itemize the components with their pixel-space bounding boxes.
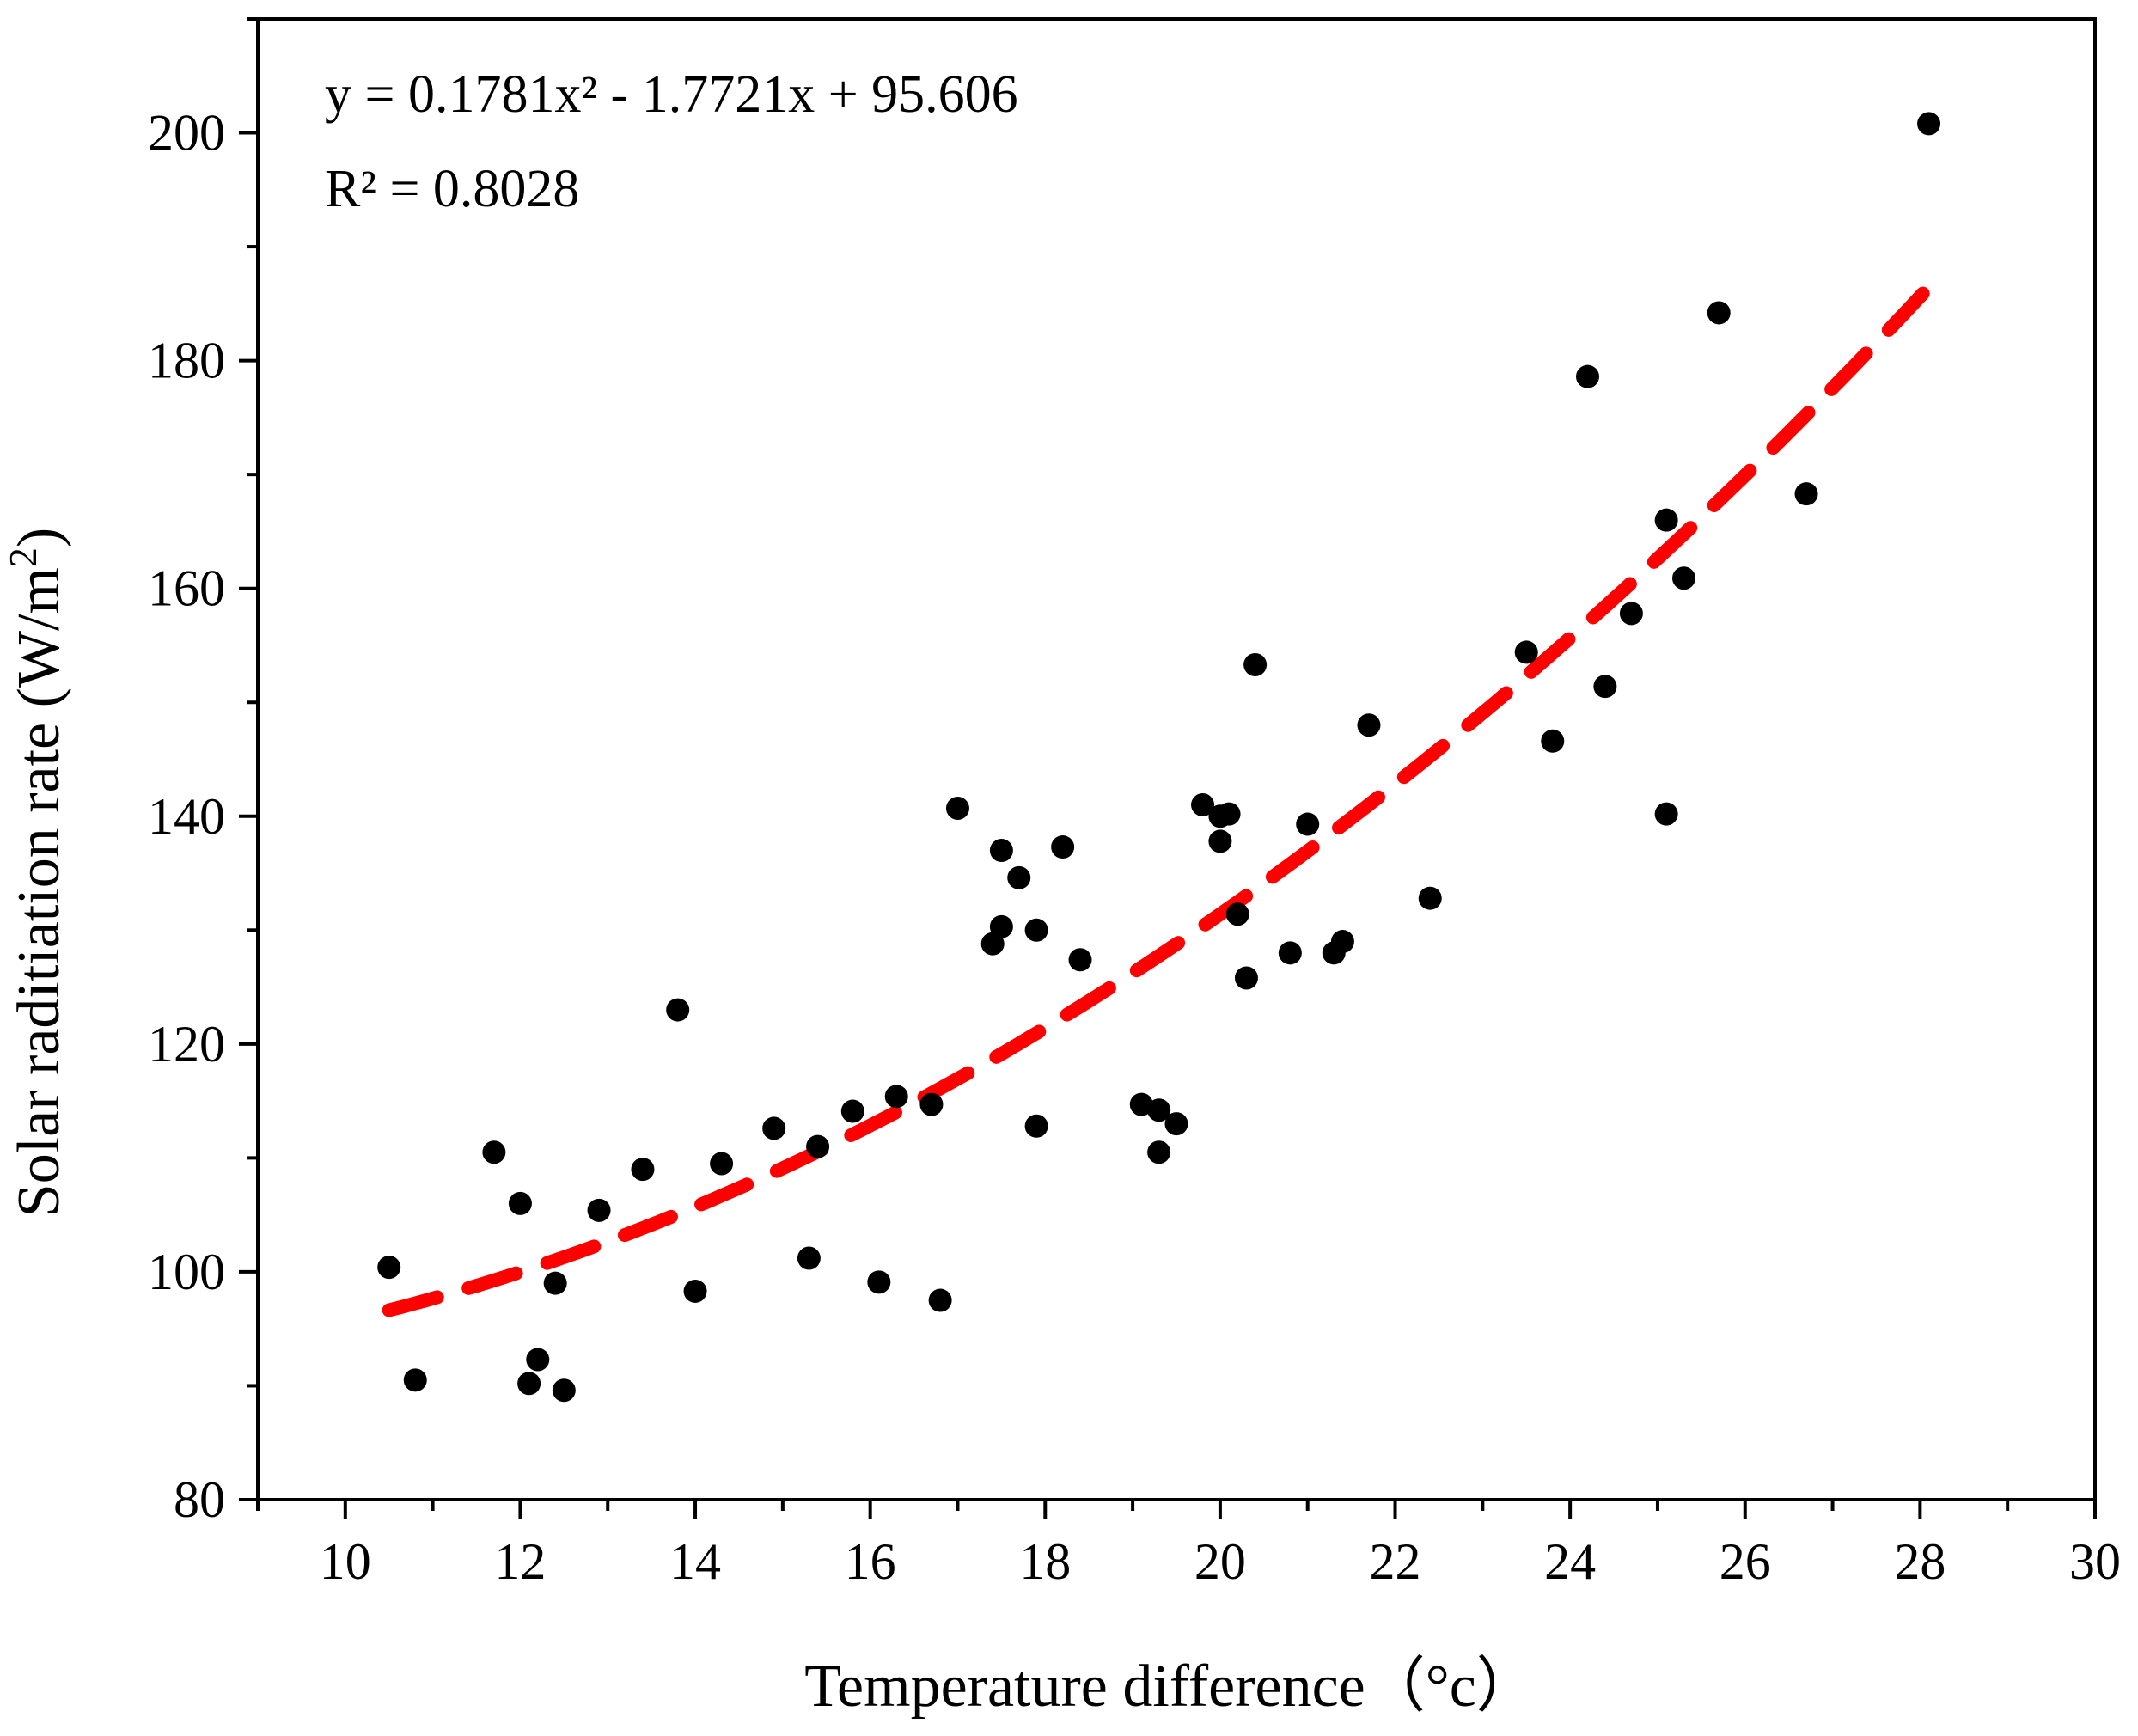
data-point	[1024, 1114, 1048, 1138]
x-axis-title: Temperature difference（°c）	[804, 1653, 1536, 1720]
data-point	[1296, 812, 1320, 836]
data-point	[666, 998, 690, 1022]
data-point	[762, 1116, 786, 1140]
data-point	[1225, 902, 1249, 926]
y-axis-title-superscript: 2	[1, 547, 45, 567]
y-tick-label: 80	[174, 1471, 225, 1528]
x-tick-label: 30	[2069, 1533, 2121, 1590]
data-point	[1330, 930, 1354, 954]
x-tick-label: 16	[845, 1533, 896, 1590]
data-point	[1654, 802, 1678, 826]
y-tick-label: 180	[148, 333, 225, 389]
y-axis-title: Solar raditiation rate (W/m2)	[1, 528, 72, 1217]
data-point	[508, 1191, 532, 1215]
data-point	[884, 1085, 908, 1109]
r-squared-annotation: R² = 0.8028	[325, 160, 579, 218]
x-tick-label: 18	[1019, 1533, 1071, 1590]
data-point	[1357, 713, 1381, 737]
data-point	[840, 1099, 864, 1123]
data-point	[1541, 729, 1565, 753]
y-axis-title-main: Solar raditiation rate (W/m	[6, 567, 72, 1217]
equation-annotation: y = 0.1781x² - 1.7721x + 95.606	[325, 65, 1018, 124]
data-point	[482, 1140, 506, 1164]
data-point	[1068, 948, 1092, 972]
data-point	[1707, 301, 1731, 325]
data-point	[1654, 508, 1678, 532]
data-point	[980, 932, 1005, 956]
x-tick-label: 20	[1194, 1533, 1246, 1590]
data-point	[1147, 1140, 1171, 1164]
data-point	[1593, 675, 1617, 699]
data-point	[710, 1152, 734, 1176]
x-tick-label: 26	[1720, 1533, 1771, 1590]
data-point	[1243, 652, 1268, 676]
data-point	[1024, 918, 1048, 942]
y-axis-title-close: )	[6, 528, 72, 547]
x-tick-label: 24	[1544, 1533, 1596, 1590]
data-point	[989, 839, 1013, 863]
data-point	[1514, 640, 1538, 664]
x-tick-label: 10	[320, 1533, 371, 1590]
y-tick-label: 120	[148, 1016, 225, 1073]
x-tick-label: 28	[1894, 1533, 1946, 1590]
data-point	[1129, 1092, 1153, 1116]
data-point	[928, 1288, 952, 1312]
data-point	[1278, 941, 1302, 965]
fit-curve	[382, 280, 1936, 1317]
data-point	[1147, 1098, 1171, 1122]
data-point	[1191, 793, 1215, 817]
x-tick-label: 12	[494, 1533, 546, 1590]
data-point	[543, 1271, 567, 1295]
data-point	[1794, 482, 1818, 506]
data-point	[1917, 112, 1941, 136]
x-tick-label: 14	[669, 1533, 721, 1590]
axes	[239, 17, 2097, 1519]
data-point	[797, 1246, 821, 1270]
y-tick-label: 200	[148, 105, 225, 162]
data-point	[867, 1270, 891, 1294]
x-tick-label: 22	[1370, 1533, 1421, 1590]
y-tick-labels: 80 100 120 140 160 180 200	[148, 105, 225, 1528]
data-point	[587, 1198, 611, 1222]
data-point	[945, 796, 969, 820]
data-point	[1619, 602, 1643, 626]
data-point	[631, 1158, 655, 1182]
data-point	[1007, 865, 1031, 889]
data-point	[1234, 966, 1258, 990]
data-point	[377, 1256, 401, 1280]
data-point	[1217, 802, 1241, 826]
data-point	[517, 1372, 541, 1396]
x-tick-labels: 10 12 14 16 18 20 22 24 26 28 30	[320, 1533, 2121, 1590]
data-point	[1164, 1112, 1188, 1136]
plot-frame	[256, 17, 2097, 1501]
data-point	[989, 914, 1013, 938]
y-tick-label: 160	[148, 560, 225, 617]
data-point	[1208, 829, 1232, 853]
data-point	[1418, 886, 1442, 910]
data-point	[526, 1348, 550, 1372]
data-point	[1051, 835, 1075, 859]
data-point	[1671, 566, 1695, 590]
data-point	[806, 1134, 830, 1158]
data-point	[403, 1368, 427, 1392]
y-tick-label: 100	[148, 1244, 225, 1300]
data-point	[919, 1092, 944, 1116]
y-tick-label: 140	[148, 788, 225, 845]
fit-curve-layer	[382, 280, 1936, 1317]
data-point	[683, 1279, 707, 1303]
data-point	[552, 1378, 576, 1403]
scatter-points	[377, 112, 1941, 1403]
data-point	[1576, 364, 1600, 388]
